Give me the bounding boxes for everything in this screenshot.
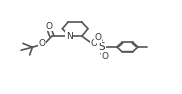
Text: N: N xyxy=(66,32,73,41)
Text: O: O xyxy=(90,39,97,48)
Text: O: O xyxy=(39,39,46,48)
Text: O: O xyxy=(102,52,109,61)
Text: O: O xyxy=(45,22,52,31)
Text: O: O xyxy=(94,33,101,42)
Text: S: S xyxy=(98,42,105,52)
